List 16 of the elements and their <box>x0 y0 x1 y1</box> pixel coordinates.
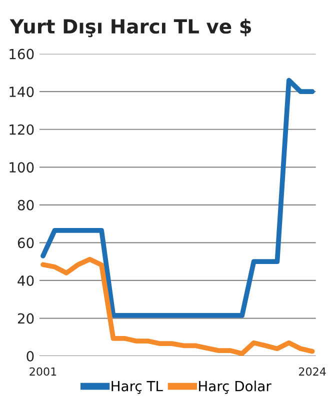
y-tick-label: 120 <box>10 124 34 135</box>
chart-title: Yurt Dışı Harcı TL ve $ <box>10 18 252 38</box>
y-tick-label: 40 <box>18 275 34 286</box>
line-series <box>40 256 315 356</box>
legend-label: Harç Dolar <box>199 380 272 394</box>
x-tick-label: 2001 <box>30 367 56 376</box>
y-tick-label: 160 <box>10 48 34 60</box>
y-tick-label: 80 <box>18 200 34 210</box>
y-tick-label: 60 <box>18 238 34 248</box>
y-tick-label: 100 <box>10 162 34 173</box>
line-series <box>40 78 315 318</box>
y-tick-label: 0 <box>26 351 34 362</box>
legend-label: Harç TL <box>112 381 163 394</box>
x-tick-label: 2024 <box>299 367 326 376</box>
y-tick-label: 20 <box>18 313 34 324</box>
y-tick-label: 140 <box>10 86 34 98</box>
